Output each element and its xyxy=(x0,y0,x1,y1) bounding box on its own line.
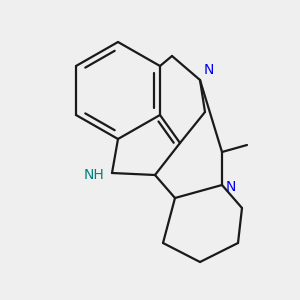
Text: NH: NH xyxy=(83,168,104,182)
Text: N: N xyxy=(204,63,214,77)
Text: N: N xyxy=(226,180,236,194)
